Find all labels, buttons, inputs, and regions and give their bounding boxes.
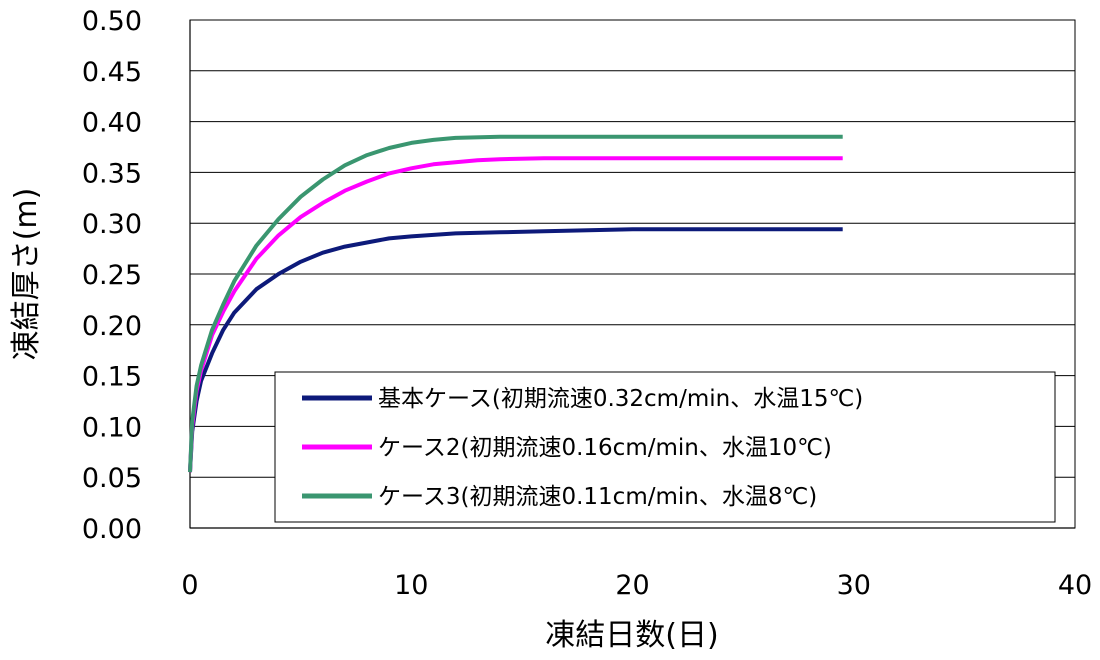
legend-label-1: ケース2(初期流速0.16cm/min、水温10℃) xyxy=(378,435,832,461)
series-layer xyxy=(188,134,843,473)
series-line-0 xyxy=(188,227,843,473)
x-tick-label: 40 xyxy=(1058,570,1092,601)
legend-label-2: ケース3(初期流速0.11cm/min、水温8℃) xyxy=(378,484,817,510)
legend: 基本ケース(初期流速0.32cm/min、水温15℃) ケース2(初期流速0.1… xyxy=(274,371,1056,523)
x-tick-label: 30 xyxy=(837,570,871,601)
legend-label-0: 基本ケース(初期流速0.32cm/min、水温15℃) xyxy=(378,386,863,412)
y-tick-labels: 0.00 0.05 0.10 0.15 0.20 0.25 0.30 0.35 0.40 0.45… xyxy=(82,6,142,545)
y-tick-label: 0.10 xyxy=(82,412,142,443)
y-tick-label: 0.25 xyxy=(82,260,142,291)
y-tick-label: 0.30 xyxy=(82,209,142,240)
y-tick-label: 0.45 xyxy=(82,57,142,88)
y-tick-label: 0.35 xyxy=(82,158,142,189)
x-tick-labels: 0 10 20 30 40 xyxy=(181,570,1092,601)
y-tick-label: 0.20 xyxy=(82,311,142,342)
x-tick-label: 0 xyxy=(181,570,198,601)
series-line-2 xyxy=(188,134,843,473)
y-tick-label: 0.00 xyxy=(82,514,142,545)
y-tick-label: 0.15 xyxy=(82,362,142,393)
legend-box xyxy=(274,371,1056,523)
x-axis-title: 凍結日数(日) xyxy=(545,618,718,653)
y-axis-title: 凍結厚さ(m) xyxy=(9,188,44,361)
axes-layer xyxy=(189,19,1076,529)
y-tick-label: 0.40 xyxy=(82,108,142,139)
y-tick-label: 0.05 xyxy=(82,463,142,494)
x-tick-label: 20 xyxy=(615,570,649,601)
y-tick-label: 0.50 xyxy=(82,6,142,37)
x-tick-label: 10 xyxy=(394,570,428,601)
